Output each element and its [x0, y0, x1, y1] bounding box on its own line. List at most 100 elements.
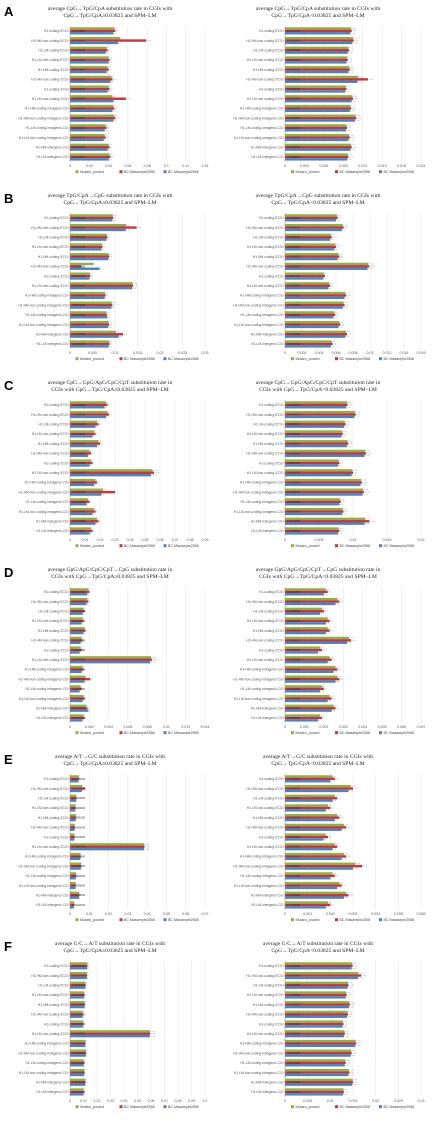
x-tick-label: 0: [69, 725, 71, 729]
bar: [285, 964, 353, 968]
bar: [285, 78, 368, 81]
category-label: H1-LM-coding-5'CGI: [38, 48, 68, 52]
x-tick-label: 0.003: [339, 725, 348, 729]
bar: [70, 826, 75, 829]
x-tick-label: 0.015: [349, 1099, 358, 1103]
data-label: 0.0080000: [287, 529, 301, 533]
data-label: 0.0180000: [72, 480, 86, 484]
category-label: H1-HM-non-coding-5'CGI: [246, 974, 283, 978]
legend-swatch: [335, 1105, 338, 1109]
bar: [70, 432, 96, 436]
bar: [70, 714, 84, 717]
legend-swatch: [119, 544, 123, 548]
data-label: 0.0096000: [72, 216, 86, 220]
data-label: 0.0410000: [72, 87, 86, 91]
bar: [70, 423, 99, 426]
category-label: H1-HM-intergenic-CGI: [251, 519, 284, 523]
category-label: H1-LM-non-coding-3'CGI: [247, 471, 284, 475]
bar: [70, 1042, 86, 1045]
bar: [70, 816, 76, 819]
data-label: 0.0020000: [72, 590, 86, 594]
bar: [70, 1059, 84, 1062]
legend-label: BC Masample2558: [124, 544, 155, 548]
bar: [70, 1020, 84, 1023]
data-label: 0.0110000: [287, 116, 300, 120]
x-tick-label: 0.01: [86, 912, 93, 916]
bar: [70, 651, 80, 654]
bar: [285, 794, 335, 798]
panel-label: D: [4, 565, 13, 580]
bar: [285, 342, 333, 346]
bar: [285, 320, 340, 324]
category-label: H1-HM-coding-intragenic-CGI: [25, 668, 69, 672]
bar: [285, 114, 356, 117]
bar: [70, 1015, 83, 1018]
bar: [285, 697, 332, 700]
bar: [285, 223, 343, 227]
bar: [285, 313, 336, 317]
bar: [70, 1010, 83, 1014]
category-label: H1-coding-5'CGI: [259, 216, 284, 220]
bar: [70, 1030, 150, 1033]
bar: [285, 452, 366, 455]
x-tick-label: 0.01: [82, 538, 89, 542]
category-label: H1-HM-non-coding-3'CGI: [31, 1013, 68, 1017]
x-tick-label: 0.005: [378, 725, 387, 729]
category-label: H1-LM-non-coding-5'CGI: [32, 245, 69, 249]
bar: [70, 330, 116, 334]
category-label: H1-LM-non-coding-5'CGI: [32, 993, 69, 997]
legend-label: BC Masample2558: [340, 544, 371, 548]
bar: [70, 641, 81, 644]
bar: [285, 1051, 352, 1055]
category-label: H1-LM-coding-5'CGI: [253, 609, 283, 613]
x-tick-label: 0.09: [188, 1099, 195, 1103]
bar: [285, 690, 320, 693]
bar: [285, 129, 346, 132]
bar: [70, 143, 109, 147]
chart-title-line-1: average G/C→A/T substitution rate in CGI…: [263, 941, 373, 947]
category-label: H1-HM-intergenic-CGI: [36, 332, 69, 336]
category-label: H1-HM-coding-3'CGI: [38, 255, 69, 259]
bar: [70, 488, 103, 491]
legend: Mutaro_pooled BC Masample2558 BC Masample2…: [75, 357, 199, 361]
bar: [285, 852, 344, 856]
bar: [285, 423, 346, 426]
data-label: 0.0790000: [72, 38, 86, 42]
category-label: H1-LM-non-coding-intragenic-CGI: [19, 697, 69, 701]
bar: [70, 597, 88, 601]
category-label: H1-LM-coding-5'CGI: [253, 422, 283, 426]
bar: [70, 847, 145, 851]
bar: [285, 656, 330, 659]
bar: [70, 320, 109, 324]
bar: [70, 262, 94, 266]
bar: [70, 872, 76, 875]
x-tick-label: 0.012: [358, 164, 367, 168]
data-label: 0.0030000: [287, 786, 301, 790]
legend-swatch: [335, 918, 338, 922]
bar: [70, 1034, 150, 1038]
data-label: 0.0127000: [72, 973, 86, 977]
bar: [70, 442, 100, 445]
data-label: 0.0460000: [72, 106, 86, 110]
bar: [70, 1093, 84, 1096]
x-tick-label: 0: [284, 538, 286, 542]
bar: [285, 124, 347, 127]
bar: [285, 70, 349, 74]
bar: [70, 1005, 85, 1009]
bar: [285, 95, 353, 98]
bar: [285, 1061, 346, 1065]
bar: [285, 780, 331, 783]
bar: [70, 61, 109, 64]
category-label: H1-LM-non-coding-5'CGI: [247, 993, 284, 997]
x-tick-label: 0: [69, 912, 71, 916]
data-label: 0.0024000: [287, 696, 301, 700]
x-tick-label: 0.04: [105, 164, 112, 168]
bar: [70, 522, 96, 525]
legend-swatch: [379, 918, 382, 922]
data-label: 0.0021000: [72, 677, 86, 681]
legend-label: Mutaro_pooled: [80, 357, 104, 361]
x-tick-label: 0.05: [134, 1099, 141, 1103]
bar: [285, 248, 335, 251]
category-label: H1-HM-coding-intragenic-CGI: [240, 668, 284, 672]
bar: [285, 826, 347, 829]
